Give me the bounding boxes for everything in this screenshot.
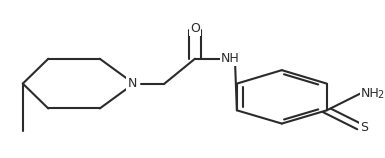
Text: NH: NH (221, 52, 239, 65)
Text: N: N (127, 77, 137, 90)
Text: NH: NH (360, 87, 379, 100)
Text: 2: 2 (377, 90, 383, 100)
Text: S: S (360, 121, 368, 134)
Text: O: O (190, 22, 200, 35)
